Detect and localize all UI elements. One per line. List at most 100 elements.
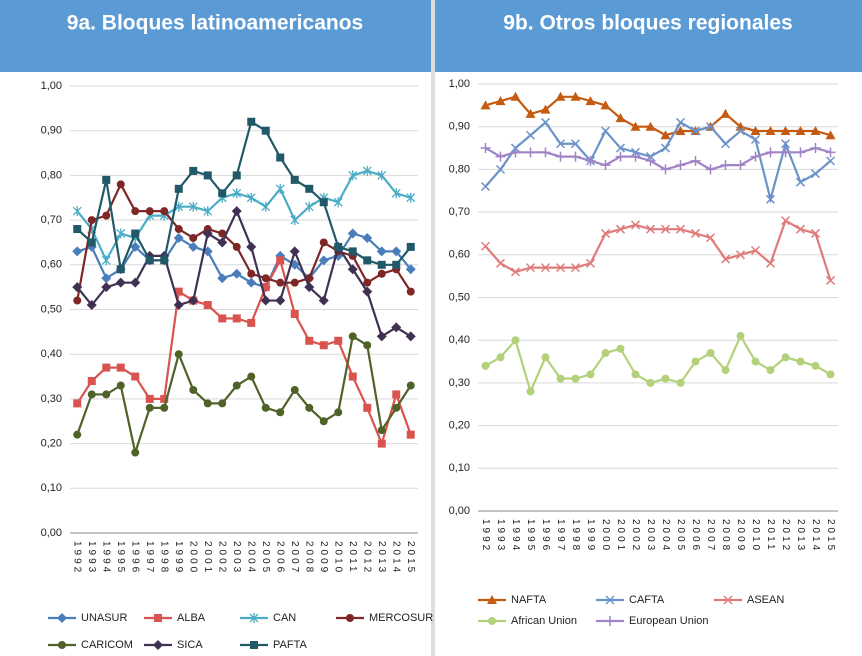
chart-title: 9a. Bloques latinoamericanos	[67, 12, 363, 35]
marker	[174, 184, 183, 193]
marker	[645, 121, 656, 131]
marker	[765, 194, 776, 204]
marker	[555, 91, 566, 101]
x-tick-label: 2010	[750, 519, 761, 553]
marker	[825, 156, 836, 166]
marker	[780, 216, 791, 226]
series-line	[76, 169, 412, 263]
marker	[720, 108, 731, 118]
marker	[261, 274, 270, 283]
marker	[377, 269, 386, 278]
marker	[780, 139, 791, 149]
marker	[510, 267, 521, 277]
marker	[570, 263, 581, 273]
marker	[391, 246, 402, 257]
marker	[131, 229, 140, 238]
marker	[174, 350, 183, 359]
marker	[780, 147, 791, 158]
y-tick-label: 0,00	[41, 527, 62, 539]
x-tick-label: 2000	[188, 541, 199, 575]
x-tick-label: 2008	[304, 541, 315, 575]
legend-marker	[605, 595, 615, 605]
marker	[630, 121, 641, 131]
marker	[189, 233, 198, 242]
x-tick-label: 2003	[645, 519, 656, 553]
marker	[247, 318, 256, 327]
y-tick-label: 0,50	[41, 303, 62, 315]
legend-marker	[250, 641, 258, 649]
marker	[160, 256, 169, 265]
y-tick-label: 0,80	[449, 163, 470, 175]
marker	[720, 139, 731, 149]
marker	[115, 277, 126, 288]
marker	[765, 258, 776, 268]
y-tick-label: 0,80	[41, 169, 62, 181]
x-tick-label: 2005	[260, 541, 271, 575]
marker	[160, 403, 169, 412]
x-tick-label: 1995	[115, 541, 126, 575]
marker	[810, 228, 821, 238]
marker	[571, 374, 580, 383]
marker	[406, 381, 415, 390]
x-tick-label: 1997	[555, 519, 566, 553]
marker	[810, 143, 821, 154]
marker	[810, 169, 821, 179]
marker	[232, 188, 242, 199]
y-tick-label: 0,20	[41, 438, 62, 450]
x-tick-label: 1998	[570, 519, 581, 553]
marker	[246, 277, 257, 288]
marker	[555, 139, 566, 149]
legend-marker	[153, 640, 163, 650]
marker	[392, 390, 401, 399]
marker	[795, 125, 806, 135]
legend-label: UNASUR	[81, 612, 128, 624]
marker	[720, 254, 731, 264]
marker	[555, 151, 566, 162]
marker	[721, 366, 730, 375]
x-tick-label: 1999	[585, 519, 596, 553]
x-tick-label: 2004	[246, 541, 257, 575]
marker	[615, 143, 626, 153]
marker	[363, 256, 372, 265]
marker	[305, 184, 314, 193]
marker	[334, 242, 343, 251]
marker	[525, 263, 536, 273]
marker	[116, 265, 125, 274]
marker	[630, 151, 641, 162]
marker	[116, 180, 125, 189]
marker	[525, 147, 536, 158]
y-tick-label: 0,00	[449, 505, 470, 517]
legend-label: ALBA	[177, 612, 206, 624]
x-tick-label: 2001	[615, 519, 626, 553]
marker	[586, 370, 595, 379]
marker	[750, 125, 761, 135]
x-tick-label: 2014	[391, 541, 402, 575]
marker	[481, 361, 490, 370]
x-tick-label: 2015	[825, 519, 836, 553]
marker	[203, 301, 212, 310]
legend-marker	[487, 595, 497, 604]
marker	[102, 390, 111, 399]
y-tick-label: 0,10	[41, 482, 62, 494]
marker	[526, 387, 535, 396]
marker	[480, 241, 491, 251]
marker	[570, 151, 581, 162]
x-tick-label: 2002	[217, 541, 228, 575]
marker	[735, 160, 746, 171]
marker	[289, 246, 300, 257]
marker	[736, 331, 745, 340]
marker	[377, 260, 386, 269]
x-tick-label: 2009	[735, 519, 746, 553]
y-tick-label: 0,90	[449, 121, 470, 133]
marker	[735, 126, 746, 136]
marker	[145, 207, 154, 216]
marker	[131, 448, 140, 457]
legend-label: CAFTA	[629, 594, 665, 606]
divider	[431, 0, 435, 656]
marker	[189, 385, 198, 394]
marker	[231, 268, 242, 279]
marker	[480, 181, 491, 192]
marker	[660, 224, 671, 234]
marker	[276, 153, 285, 162]
y-tick-label: 0,70	[41, 214, 62, 226]
